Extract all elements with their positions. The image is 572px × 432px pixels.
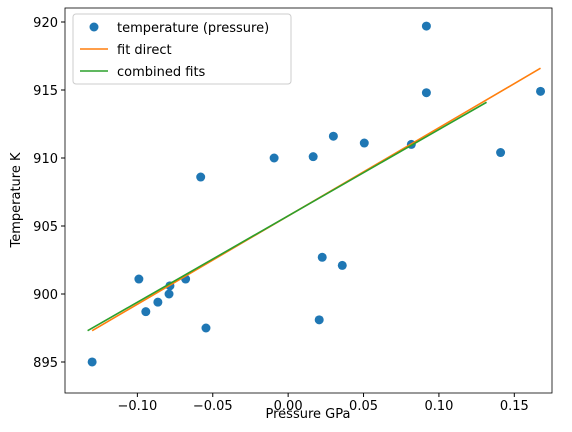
x-tick-label: 0.00 bbox=[274, 399, 303, 414]
point bbox=[496, 148, 506, 158]
point bbox=[328, 131, 338, 141]
fit-line bbox=[87, 101, 487, 332]
point bbox=[87, 357, 97, 367]
point bbox=[317, 252, 327, 262]
point bbox=[134, 274, 144, 284]
y-tick-label: 920 bbox=[33, 16, 58, 31]
y-axis-label: Temperature K bbox=[9, 152, 24, 248]
y-tick-label: 910 bbox=[33, 152, 58, 167]
point bbox=[359, 138, 369, 148]
legend-label: combined fits bbox=[117, 65, 206, 80]
point bbox=[269, 153, 279, 163]
x-axis-label: Pressure GPa bbox=[266, 407, 351, 422]
y-tick-label: 905 bbox=[33, 220, 58, 235]
x-tick-label: 0.10 bbox=[424, 399, 453, 414]
plot-frame bbox=[64, 7, 553, 394]
point bbox=[421, 21, 431, 31]
x-tick-label: −0.05 bbox=[193, 399, 233, 414]
x-tick-label: 0.05 bbox=[349, 399, 378, 414]
point bbox=[536, 86, 546, 96]
legend-marker bbox=[89, 22, 99, 32]
legend-box bbox=[72, 13, 292, 85]
legend-label: temperature (pressure) bbox=[117, 21, 269, 36]
point bbox=[141, 307, 151, 317]
point bbox=[164, 289, 174, 299]
x-tick-label: 0.15 bbox=[500, 399, 529, 414]
y-tick-label: 900 bbox=[33, 288, 58, 303]
point bbox=[421, 88, 431, 98]
point bbox=[153, 297, 163, 307]
legend-label: fit direct bbox=[117, 43, 172, 58]
y-tick-label: 895 bbox=[33, 356, 58, 371]
point bbox=[196, 172, 206, 182]
point bbox=[201, 323, 211, 333]
point bbox=[337, 260, 347, 270]
point bbox=[314, 315, 324, 325]
point bbox=[308, 152, 318, 162]
y-tick-label: 915 bbox=[33, 84, 58, 99]
x-tick-label: −0.10 bbox=[117, 399, 157, 414]
